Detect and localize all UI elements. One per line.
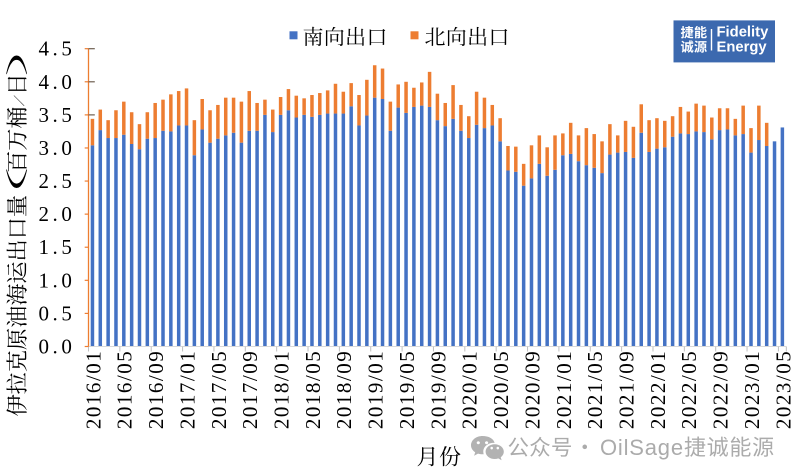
- svg-text:2022/05: 2022/05: [677, 350, 701, 429]
- svg-text:2016/09: 2016/09: [144, 350, 168, 429]
- svg-text:2018/09: 2018/09: [332, 350, 356, 429]
- svg-text:2020/05: 2020/05: [489, 350, 513, 429]
- svg-text:2017/01: 2017/01: [175, 350, 199, 429]
- svg-text:2019/09: 2019/09: [426, 350, 450, 429]
- svg-text:2023/01: 2023/01: [740, 350, 764, 429]
- svg-text:4.5: 4.5: [38, 37, 75, 61]
- svg-text:2017/05: 2017/05: [207, 350, 231, 429]
- svg-text:3.5: 3.5: [38, 103, 75, 127]
- svg-text:1.5: 1.5: [38, 235, 75, 259]
- svg-text:2022/09: 2022/09: [709, 350, 733, 429]
- svg-text:2016/05: 2016/05: [113, 350, 137, 429]
- svg-text:1.0: 1.0: [38, 268, 75, 292]
- svg-text:0.5: 0.5: [38, 301, 75, 325]
- svg-text:2021/01: 2021/01: [552, 350, 576, 429]
- svg-text:Energy: Energy: [717, 40, 768, 56]
- svg-text:Fidelity: Fidelity: [717, 25, 770, 41]
- svg-text:2017/09: 2017/09: [238, 350, 262, 429]
- svg-text:2018/05: 2018/05: [301, 350, 325, 429]
- svg-text:2021/09: 2021/09: [614, 350, 638, 429]
- svg-text:4.0: 4.0: [38, 70, 75, 94]
- svg-text:2.0: 2.0: [38, 202, 75, 226]
- svg-text:2021/05: 2021/05: [583, 350, 607, 429]
- svg-text:2022/01: 2022/01: [646, 350, 670, 429]
- svg-text:0.0: 0.0: [38, 335, 75, 359]
- svg-text:2020/09: 2020/09: [520, 350, 544, 429]
- svg-text:2023/05: 2023/05: [771, 350, 795, 429]
- svg-text:2020/01: 2020/01: [458, 350, 482, 429]
- svg-text:2016/01: 2016/01: [81, 350, 105, 429]
- svg-text:OilSage: OilSage: [600, 435, 684, 460]
- svg-text:2018/01: 2018/01: [270, 350, 294, 429]
- svg-text:2.5: 2.5: [38, 169, 75, 193]
- svg-text:2019/05: 2019/05: [395, 350, 419, 429]
- svg-text:2019/01: 2019/01: [364, 350, 388, 429]
- svg-text:3.0: 3.0: [38, 136, 75, 160]
